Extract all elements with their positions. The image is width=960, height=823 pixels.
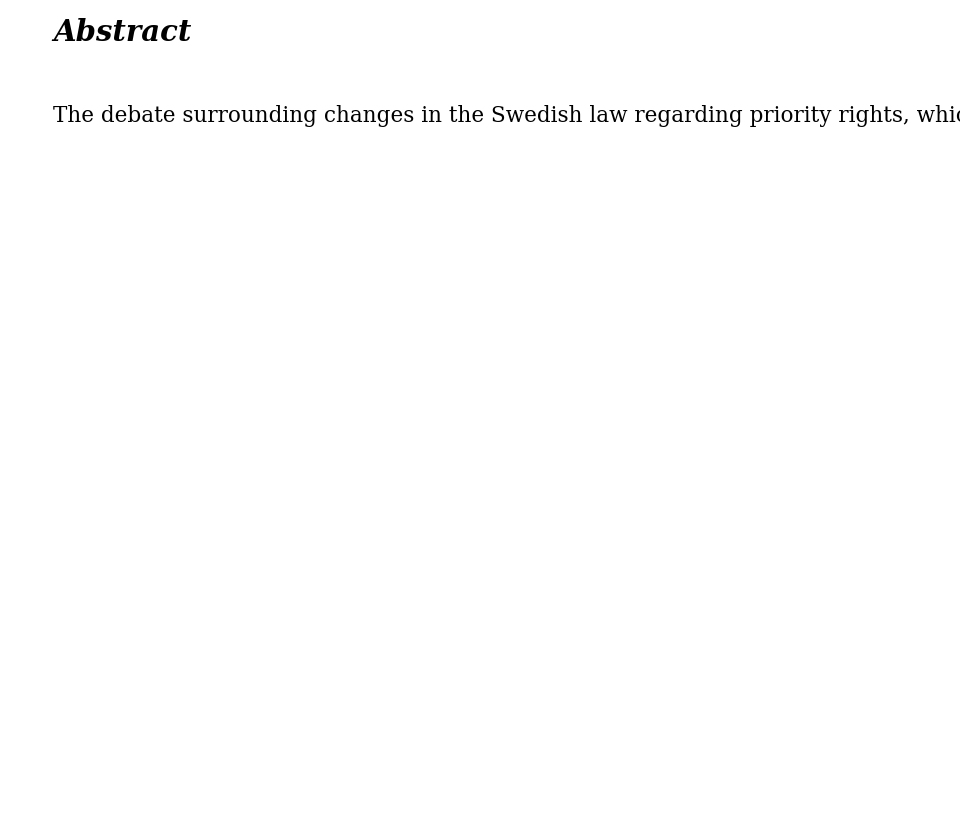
Text: The debate surrounding changes in the Swedish law regarding priority rights, whi: The debate surrounding changes in the Sw… bbox=[53, 105, 960, 127]
Text: Abstract: Abstract bbox=[53, 18, 191, 47]
